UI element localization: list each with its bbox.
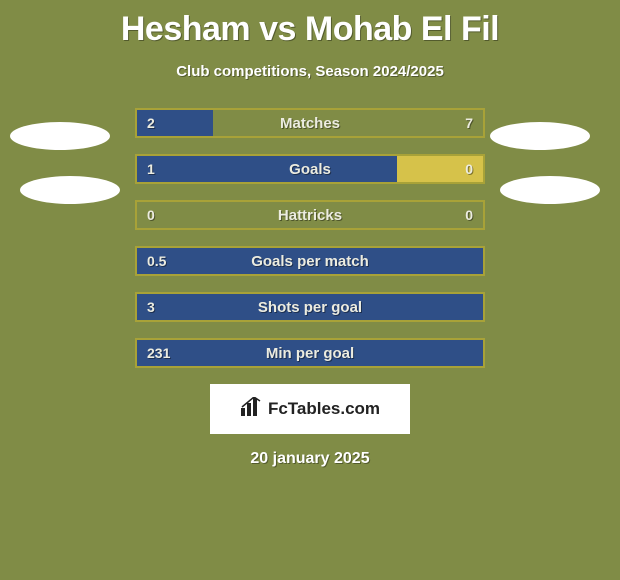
player-right-name: Mohab El Fil bbox=[305, 10, 499, 48]
stat-value-left: 2 bbox=[137, 110, 165, 136]
comparison-title: Hesham vs Mohab El Fil bbox=[0, 0, 620, 49]
bar-left bbox=[137, 294, 483, 320]
stat-value-left: 0.5 bbox=[137, 248, 176, 274]
brand-text: FcTables.com bbox=[268, 399, 380, 419]
stat-row: 3Shots per goal bbox=[135, 292, 485, 322]
stat-value-left: 3 bbox=[137, 294, 165, 320]
player-left-name: Hesham bbox=[121, 10, 250, 48]
stat-row: 0.5Goals per match bbox=[135, 246, 485, 276]
stat-value-right: 7 bbox=[455, 110, 483, 136]
decoration-ellipse bbox=[490, 122, 590, 150]
chart-icon bbox=[240, 397, 262, 422]
brand-logo: FcTables.com bbox=[210, 384, 410, 434]
decoration-ellipse bbox=[500, 176, 600, 204]
stat-value-left: 0 bbox=[137, 202, 165, 228]
stat-row: 231Min per goal bbox=[135, 338, 485, 368]
stat-row: 0 0Hattricks bbox=[135, 200, 485, 230]
decoration-ellipse bbox=[10, 122, 110, 150]
snapshot-date: 20 january 2025 bbox=[0, 450, 620, 468]
decoration-ellipse bbox=[20, 176, 120, 204]
stat-value-left: 1 bbox=[137, 156, 165, 182]
vs-separator: vs bbox=[259, 10, 296, 48]
season-subtitle: Club competitions, Season 2024/2025 bbox=[0, 63, 620, 80]
stat-label: Hattricks bbox=[137, 202, 483, 228]
stat-row: 27Matches bbox=[135, 108, 485, 138]
bar-left bbox=[137, 248, 483, 274]
stat-value-right: 0 bbox=[455, 156, 483, 182]
stat-row: 10Goals bbox=[135, 154, 485, 184]
stat-rows: 27Matches10Goals00Hattricks0.5Goals per … bbox=[135, 108, 485, 368]
stat-value-right: 0 bbox=[455, 202, 483, 228]
bar-left bbox=[137, 340, 483, 366]
stat-value-left: 231 bbox=[137, 340, 180, 366]
bar-left bbox=[137, 156, 397, 182]
